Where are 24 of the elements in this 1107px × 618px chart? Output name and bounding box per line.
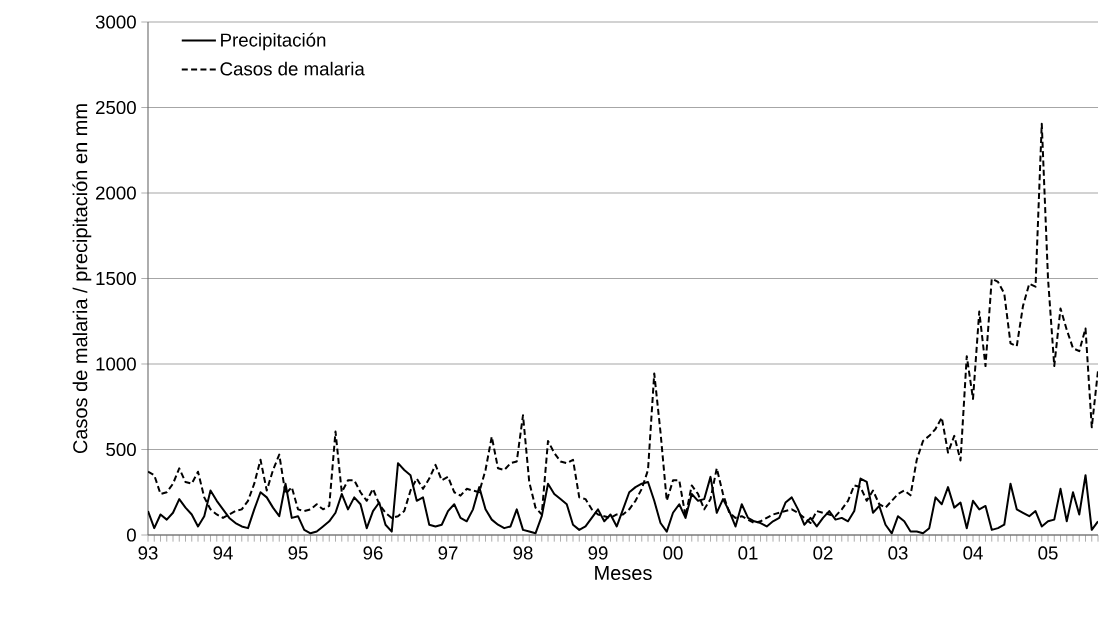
x-tick-label: 98: [513, 546, 533, 560]
x-tick-label: 95: [288, 546, 308, 560]
x-tick-label: 00: [663, 546, 683, 560]
legend-label: Precipitación: [221, 32, 326, 51]
y-tick-label: 2000: [96, 186, 136, 200]
x-tick-label: 05: [1038, 546, 1058, 560]
x-tick-label: 97: [438, 546, 458, 560]
x-tick-label: 94: [213, 546, 233, 560]
x-tick-label: 93: [138, 546, 158, 560]
x-axis-title: Meses: [595, 566, 652, 581]
y-tick-label: 0: [126, 528, 136, 542]
x-tick-label: 03: [888, 546, 908, 560]
x-tick-label: 96: [363, 546, 383, 560]
x-tick-label: 01: [738, 546, 758, 560]
x-tick-label: 02: [813, 546, 833, 560]
y-axis-title: Casos de malaria / precipitación en mm: [72, 104, 92, 454]
y-tick-label: 1500: [96, 271, 136, 286]
x-tick-label: 99: [588, 546, 608, 560]
y-tick-label: 2500: [96, 100, 136, 115]
legend-label: Casos de malaria: [220, 61, 365, 76]
y-tick-label: 500: [106, 442, 136, 457]
y-tick-label: 3000: [95, 15, 136, 29]
y-tick-label: 1000: [96, 357, 136, 371]
x-tick-label: 04: [963, 546, 983, 560]
